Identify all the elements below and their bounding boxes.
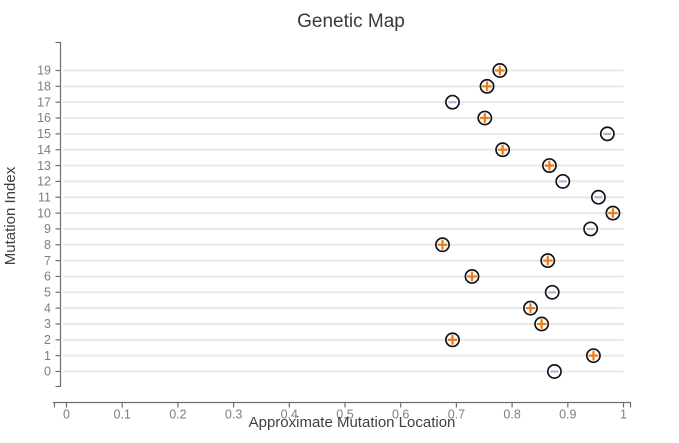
- y-tick-label: 4: [44, 301, 51, 315]
- y-tick-label: 15: [37, 127, 51, 141]
- data-point-5: [544, 284, 560, 300]
- data-point-9: [583, 221, 599, 237]
- y-tick-label: 10: [37, 206, 51, 220]
- y-tick-label: 7: [44, 254, 51, 268]
- y-tick-label: 14: [37, 143, 51, 157]
- x-tick-label: 0.1: [114, 408, 131, 422]
- y-tick-label: 0: [44, 365, 51, 379]
- data-point-1: [585, 348, 601, 364]
- y-tick-label: 18: [37, 80, 51, 94]
- data-point-12: [555, 173, 571, 189]
- y-tick-label: 5: [44, 285, 51, 299]
- y-tick-label: 16: [37, 111, 51, 125]
- y-tick-label: 11: [38, 190, 51, 204]
- data-point-19: [492, 63, 508, 78]
- x-tick-label: 0.9: [559, 408, 576, 422]
- data-points: [435, 63, 621, 379]
- x-tick-label: 0.8: [503, 408, 520, 422]
- axes: [53, 41, 632, 408]
- y-tick-label: 1: [44, 349, 51, 363]
- chart-title: Genetic Map: [297, 11, 405, 32]
- y-tick-label: 13: [37, 159, 51, 173]
- y-tick-label: 9: [44, 222, 51, 236]
- data-point-13: [541, 158, 557, 174]
- data-point-3: [534, 316, 550, 332]
- x-tick-label: 0: [63, 408, 70, 422]
- x-axis-label: Approximate Mutation Location: [249, 414, 456, 431]
- x-tick-label: 0.7: [448, 408, 465, 422]
- x-tick-label: 0.3: [225, 408, 242, 422]
- data-point-14: [495, 142, 511, 158]
- y-tick-label: 12: [37, 175, 51, 189]
- data-point-11: [590, 189, 606, 205]
- y-tick-label: 2: [44, 333, 51, 347]
- x-tick-label: 0.6: [392, 408, 409, 422]
- data-point-16: [477, 110, 493, 126]
- data-point-7: [540, 253, 556, 269]
- data-point-15: [599, 126, 615, 142]
- y-tick-label: 17: [37, 95, 51, 109]
- data-point-6: [464, 268, 480, 284]
- y-tick-label: 19: [37, 64, 51, 78]
- gridlines: [63, 69, 624, 373]
- data-point-18: [479, 78, 495, 94]
- x-tick-label: 0.5: [336, 408, 353, 422]
- y-tick-label: 8: [44, 238, 51, 252]
- y-tick-label: 3: [44, 317, 51, 331]
- y-tick-label: 6: [44, 270, 51, 284]
- data-point-2: [445, 332, 460, 348]
- x-tick-label: 0.2: [169, 408, 186, 422]
- data-point-10: [605, 205, 621, 221]
- y-axis-label: Mutation Index: [2, 166, 19, 265]
- x-tick-label: 1: [620, 408, 627, 422]
- data-point-17: [445, 94, 460, 110]
- x-tick-label: 0.4: [281, 408, 298, 422]
- data-point-0: [546, 364, 562, 379]
- data-point-4: [523, 300, 538, 316]
- data-point-8: [435, 237, 450, 253]
